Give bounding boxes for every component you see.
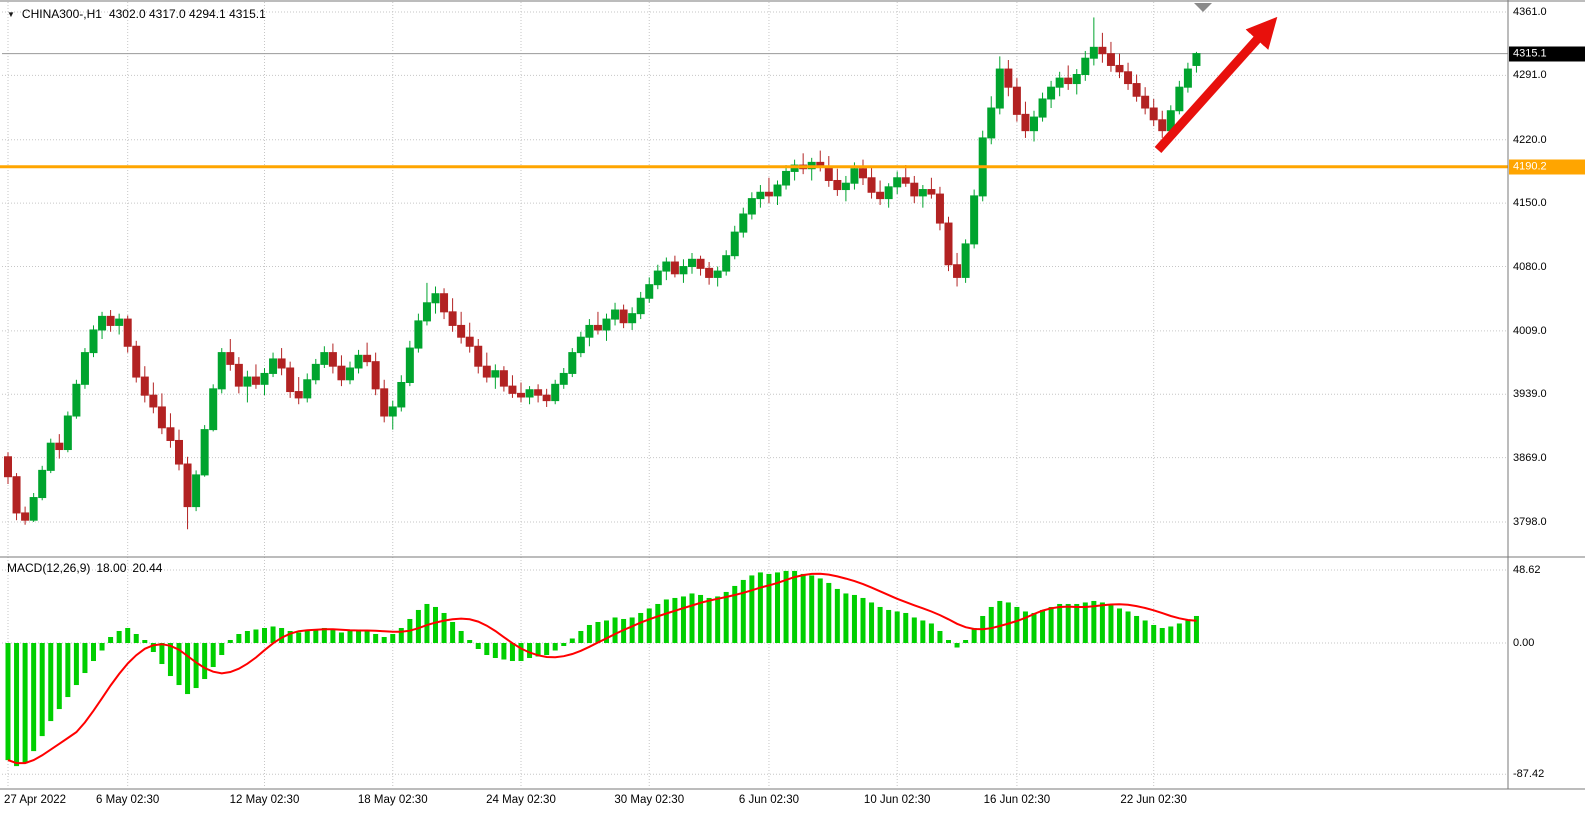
macd-signal-value: 20.44 bbox=[132, 561, 163, 575]
price-tick-label: 4009.0 bbox=[1513, 324, 1547, 337]
macd-tick-label: 48.62 bbox=[1513, 564, 1541, 576]
macd-histogram-layer bbox=[5, 570, 1199, 767]
price-tick-label: 4080.0 bbox=[1513, 260, 1547, 273]
time-tick-label: 18 May 02:30 bbox=[357, 794, 428, 806]
macd-indicator-name: MACD(12,26,9) bbox=[7, 561, 91, 575]
price-tick-label: 4150.0 bbox=[1513, 197, 1547, 210]
macd-tick-label: 0.00 bbox=[1513, 637, 1535, 649]
time-tick-label: 27 Apr 2022 bbox=[4, 794, 67, 806]
hline-price-badge: 4190.2 bbox=[1509, 159, 1585, 175]
price-tick-label: 3939.0 bbox=[1513, 388, 1547, 401]
candles-layer bbox=[4, 17, 1201, 530]
time-tick-label: 10 Jun 02:30 bbox=[863, 794, 931, 806]
time-tick-label: 16 Jun 02:30 bbox=[983, 794, 1051, 806]
symbol-dropdown-icon[interactable]: ▼ bbox=[7, 9, 15, 19]
macd-value: 18.00 bbox=[96, 561, 127, 575]
time-tick-label: 24 May 02:30 bbox=[486, 794, 556, 806]
price-tick-label: 4361.0 bbox=[1513, 6, 1547, 18]
price-tick-label: 3798.0 bbox=[1513, 516, 1547, 528]
time-tick-label: 6 May 02:30 bbox=[96, 794, 160, 806]
trend-arrow bbox=[1154, 16, 1278, 154]
macd-tick-label: -87.42 bbox=[1513, 768, 1545, 781]
time-tick-label: 12 May 02:30 bbox=[229, 794, 300, 806]
time-tick-label: 30 May 02:30 bbox=[614, 794, 685, 806]
time-tick-label: 22 Jun 02:30 bbox=[1120, 794, 1187, 806]
price-tick-label: 3869.0 bbox=[1513, 451, 1547, 464]
price-tick-label: 4220.0 bbox=[1513, 133, 1547, 146]
macd-label: MACD(12,26,9) 18.00 20.44 bbox=[7, 561, 162, 575]
ohlc-values: 4302.0 4317.0 4294.1 4315.1 bbox=[108, 7, 266, 21]
price-tick-label: 4291.0 bbox=[1513, 69, 1547, 82]
symbol-name: CHINA300-,H1 bbox=[21, 7, 102, 21]
current-price-badge: 4315.1 bbox=[1509, 46, 1585, 62]
chart-shift-marker-icon bbox=[1194, 3, 1212, 12]
macd-signal-line bbox=[7, 572, 1197, 765]
time-tick-label: 6 Jun 02:30 bbox=[738, 794, 799, 806]
chart-title: ▼ CHINA300-,H1 4302.0 4317.0 4294.1 4315… bbox=[7, 7, 266, 21]
